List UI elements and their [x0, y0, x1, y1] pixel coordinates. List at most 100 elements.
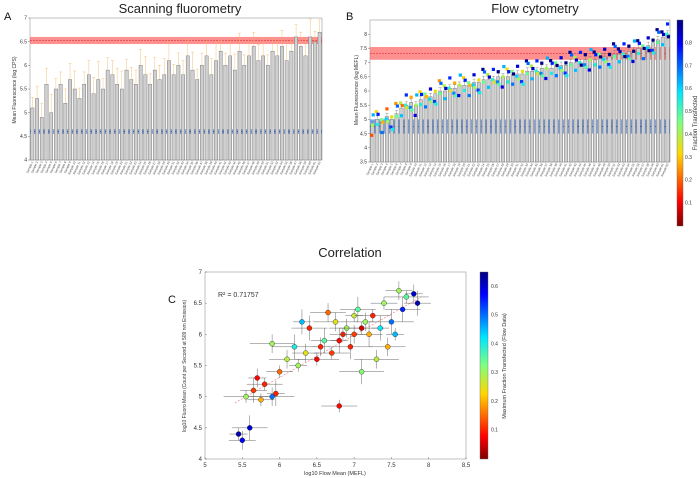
panel-c-point	[239, 437, 245, 443]
panel-b-replicate-dot	[603, 60, 608, 64]
panel-b-bar	[530, 70, 534, 163]
panel-c-point	[329, 350, 335, 356]
panel-a-title: Scanning fluorometry	[119, 1, 242, 16]
panel-b-replicate-dot	[656, 40, 660, 45]
panel-b-replicate-dot	[535, 59, 539, 63]
panel-b-category-label: Sample 47	[587, 162, 597, 177]
panel-c-point	[347, 344, 354, 350]
panel-a-y-tick-label: 5	[24, 110, 27, 116]
panel-b-replicate-dot	[371, 113, 375, 117]
panel-b-bar	[564, 65, 568, 163]
panel-b-bar	[588, 59, 593, 163]
panel-b-replicate-dot	[467, 93, 471, 98]
panel-b-replicate-dot	[423, 92, 427, 96]
panel-b-category-label: Sample 50	[602, 162, 612, 177]
panel-b-replicate-dot	[390, 128, 395, 132]
panel-c-points	[223, 281, 431, 450]
panel-c-point	[291, 344, 298, 350]
panel-a-category-label: Sample 20	[114, 160, 124, 175]
panel-c-point	[261, 381, 268, 387]
panel-a-ylabel: Mean Fluorescence (log CPS)	[12, 56, 18, 123]
panel-a: Mean Fluorescence (log CPS) 7 6.5 6 5.5 5 4.5…	[12, 16, 323, 175]
panel-b-replicate-dot	[418, 90, 422, 94]
panel-a-category-label: Sample 39	[204, 160, 214, 175]
panel-a-bar	[105, 69, 110, 161]
panel-b-replicate-dot	[568, 50, 572, 54]
panel-b-replicate-dot	[545, 56, 550, 60]
panel-b-replicate-dot	[628, 57, 632, 61]
panel-b-bar	[544, 68, 549, 163]
panel-a-bar	[204, 55, 209, 161]
panel-b-replicate-dot	[375, 122, 379, 127]
panel-b-replicate-dot	[592, 50, 596, 54]
panel-b-bar	[631, 51, 636, 163]
panel-a-category-label: Sample 15	[91, 160, 101, 175]
panel-b-category-label: Sample 1	[365, 162, 374, 175]
panel-c-point	[399, 306, 406, 313]
panel-a-category-label: Sample 57	[288, 160, 298, 175]
panel-b-replicate-dot	[476, 88, 480, 92]
panel-b-category-label: Sample 27	[490, 162, 500, 177]
panel-b-bar	[394, 113, 399, 163]
panel-b-category-label: Sample 31	[510, 162, 520, 177]
panel-a-category-label: Sample 1	[25, 160, 34, 173]
panel-a-bar	[266, 65, 270, 161]
panel-b-colorbar-label: Fraction Transfected	[693, 96, 699, 151]
panel-b-replicate-dot	[665, 22, 670, 26]
panel-b-category-label: Sample 17	[442, 162, 452, 177]
panel-b-replicate-dot	[413, 113, 417, 118]
panel-a-bar	[148, 84, 152, 161]
panel-b-replicate-dot	[598, 65, 602, 69]
panel-b-replicate-dot	[631, 59, 635, 64]
panel-b-category-label: Sample 38	[544, 162, 554, 177]
panel-b-bar	[418, 99, 423, 163]
panel-c-x-tick-label: 5.5	[238, 463, 247, 469]
panel-b-category-label: Sample 15	[432, 162, 442, 177]
panel-b-replicate-dot	[384, 117, 388, 121]
panel-b-category-label: Sample 12	[418, 162, 428, 177]
panel-a-category-label: Sample 17	[100, 160, 110, 175]
panel-b-replicate-dot	[573, 55, 577, 60]
panel-b-bar	[486, 79, 491, 163]
panel-a-y-ticks: 7 6.5 6 5.5 5 4.5 4	[20, 16, 30, 164]
panel-b-y-tick-label: 8	[364, 32, 367, 38]
panel-b-replicate-dot	[394, 101, 398, 106]
panel-b-replicate-dot	[554, 74, 558, 78]
panel-c-point	[276, 369, 283, 375]
panel-b-replicate-dot	[462, 88, 466, 93]
panel-b-replicate-dot	[666, 35, 670, 39]
panel-b-bar	[506, 76, 510, 163]
panel-a-bar	[30, 107, 35, 161]
panel-c-point	[321, 337, 328, 344]
panel-b-category-label: Sample 2	[370, 162, 379, 175]
panel-a-bar	[313, 41, 317, 161]
panel-b-replicate-dot	[540, 74, 545, 78]
panel-b-replicate-dot	[385, 107, 389, 111]
panel-c-y-tick-label: 7	[199, 270, 203, 276]
panel-b-replicate-dot	[487, 75, 491, 79]
panel-b-replicate-dot	[531, 66, 535, 71]
panel-b-replicate-dot	[549, 59, 553, 63]
panel-b-category-label: Sample 34	[524, 162, 534, 177]
panel-b-replicate-dot	[617, 60, 621, 64]
panel-a-y-tick-label: 4.5	[20, 134, 27, 140]
panel-b-replicate-dot	[379, 118, 383, 122]
panel-c-title: Correlation	[318, 245, 382, 260]
panel-b-replicate-dot	[486, 85, 491, 89]
panel-a-category-label: Sample 24	[133, 160, 143, 175]
panel-a-category-label: Sample 18	[105, 160, 115, 175]
panel-a-bar	[242, 65, 247, 161]
panel-a-y-tick-label: 7	[24, 16, 27, 22]
panel-b-replicate-dot	[560, 68, 564, 73]
panel-b-category-label: Sample 16	[437, 162, 447, 177]
panel-b-replicate-dot	[443, 97, 447, 101]
panel-b-category-label: Sample 32	[515, 162, 525, 177]
panel-b-replicate-dot	[574, 68, 578, 72]
panel-b-replicate-dot	[584, 65, 588, 70]
panel-b-replicate-dot	[622, 42, 626, 46]
panel-b-y-tick-label: 7.5	[360, 46, 367, 52]
panel-b-replicate-dot	[657, 30, 661, 34]
panel-a-y-tick-label: 4	[24, 158, 27, 164]
panel-a-category-label: Sample 14	[86, 160, 96, 175]
panel-b-replicate-dot	[661, 32, 666, 37]
